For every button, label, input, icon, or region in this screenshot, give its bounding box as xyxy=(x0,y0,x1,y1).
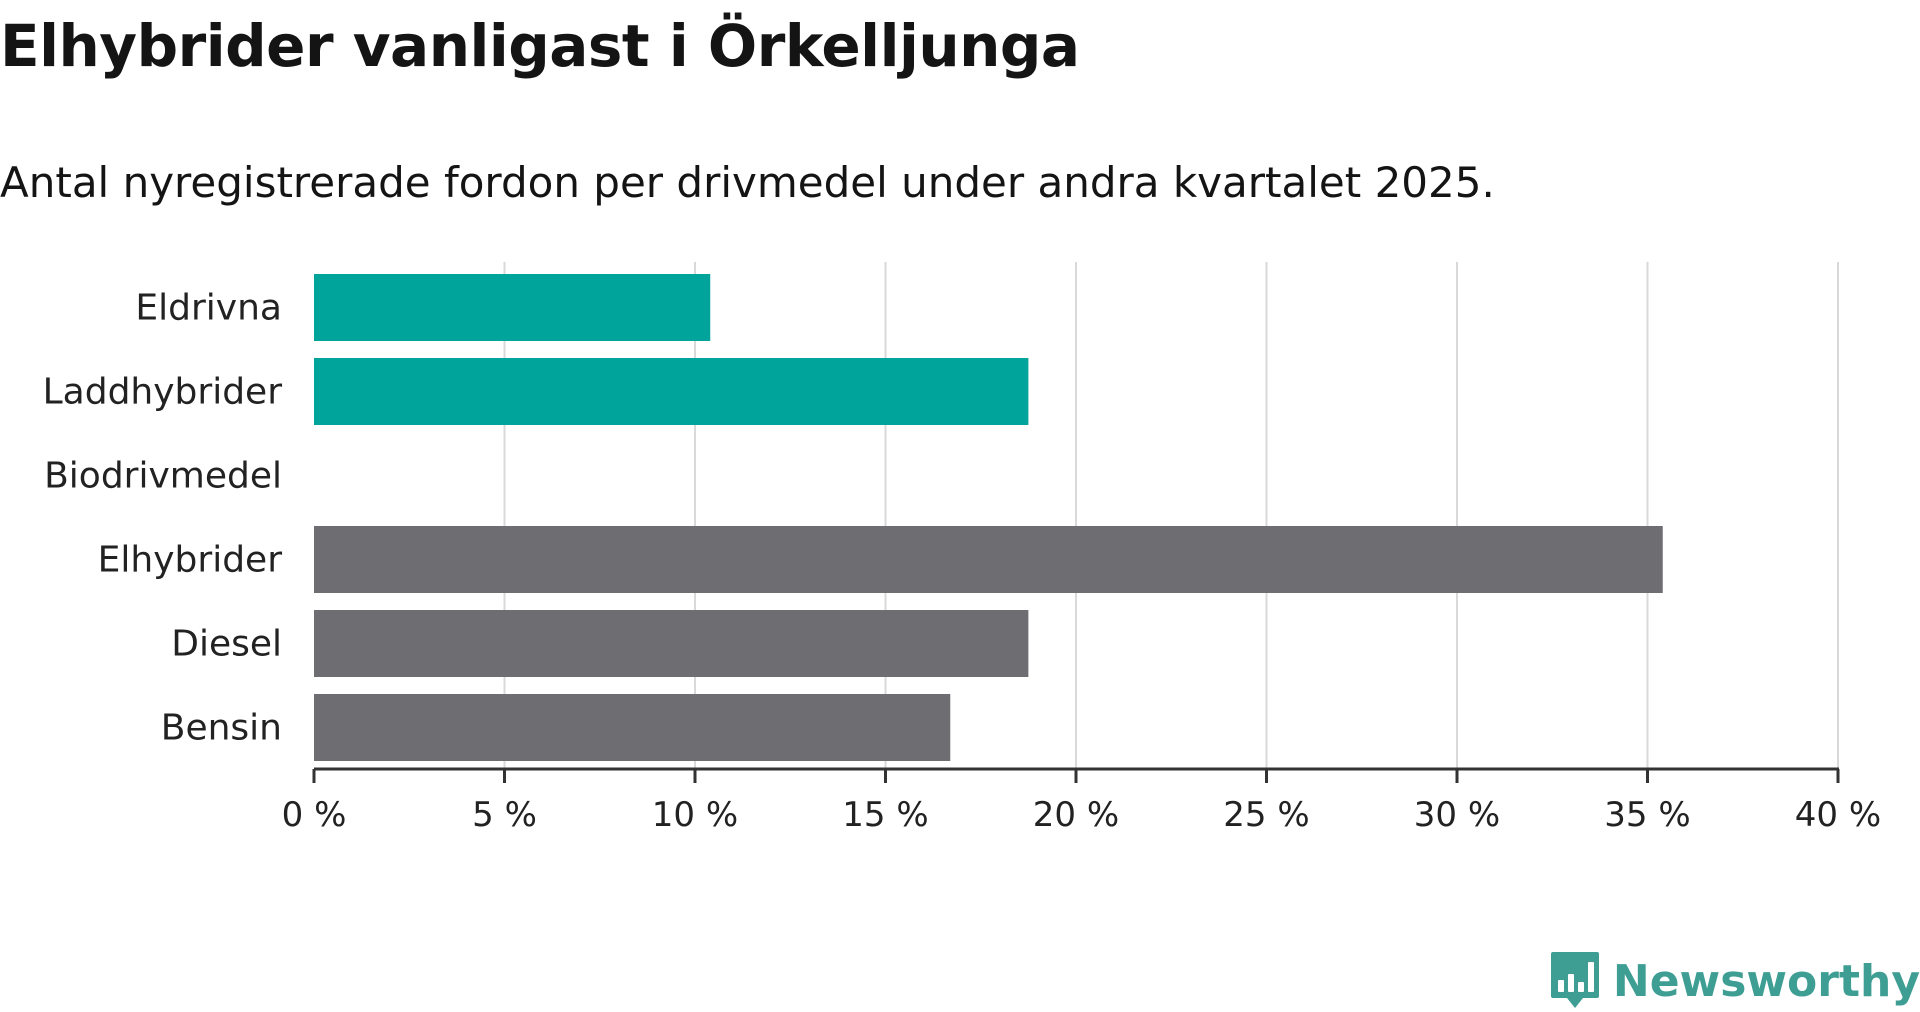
x-tick-label: 25 % xyxy=(1223,795,1309,835)
bar xyxy=(314,610,1029,677)
x-tick-label: 15 % xyxy=(842,795,928,835)
bar xyxy=(314,274,711,341)
brand-name: Newsworthy xyxy=(1612,955,1920,1007)
category-labels: Eldrivna Laddhybrider Biodrivmedel Elhybrid… xyxy=(43,288,283,749)
x-tick-label: 20 % xyxy=(1033,795,1119,835)
category-label: Bensin xyxy=(161,708,282,749)
x-axis: 0 % 5 % 10 % 15 % 20 % 25 % 30 % 35 % 40 % xyxy=(282,767,1881,835)
grid-lines xyxy=(503,262,1839,769)
category-label: Elhybrider xyxy=(98,540,283,581)
x-tick-label: 30 % xyxy=(1414,795,1500,835)
chart-title: Elhybrider vanligast i Örkelljunga xyxy=(0,12,1080,80)
bar xyxy=(314,358,1029,425)
x-tick-label: 40 % xyxy=(1795,795,1881,835)
brand-logo: Newsworthy xyxy=(1549,950,1920,1012)
bar-chart: 0 % 5 % 10 % 15 % 20 % 25 % 30 % 35 % 40 % Eldri… xyxy=(43,262,1881,835)
bar xyxy=(314,526,1663,593)
category-label: Eldrivna xyxy=(135,288,282,329)
category-label: Laddhybrider xyxy=(43,372,283,413)
x-tick-label: 5 % xyxy=(472,795,537,835)
x-tick-label: 0 % xyxy=(282,795,347,835)
category-label: Diesel xyxy=(171,624,282,665)
x-tick-label: 10 % xyxy=(652,795,738,835)
newsworthy-logo-icon xyxy=(1550,952,1599,1008)
bar xyxy=(314,694,951,761)
x-tick-label: 35 % xyxy=(1604,795,1690,835)
bars xyxy=(314,274,1663,761)
category-label: Biodrivmedel xyxy=(44,456,282,497)
chart-subtitle: Antal nyregistrerade fordon per drivmede… xyxy=(0,158,1495,207)
